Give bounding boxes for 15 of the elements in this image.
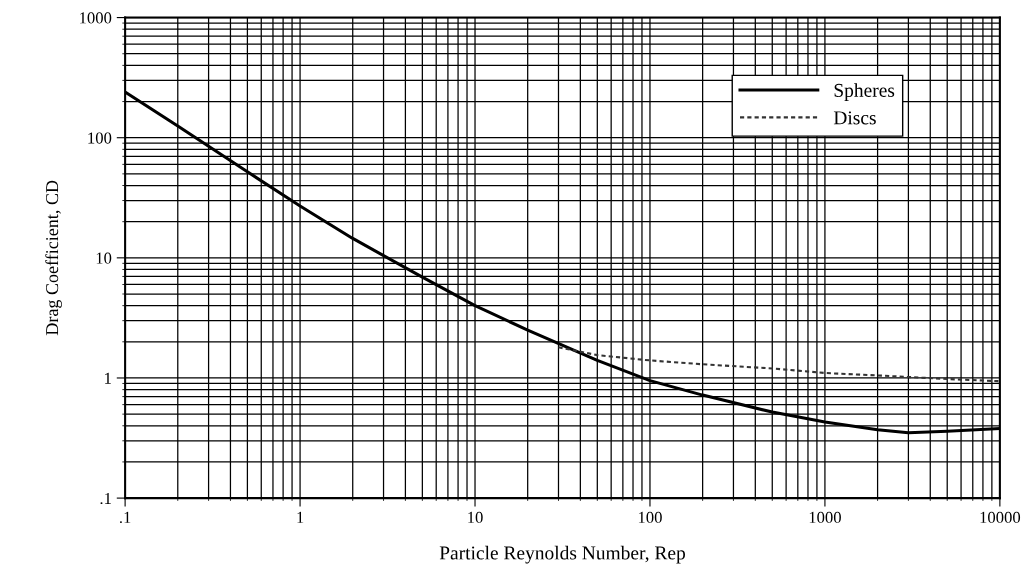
y-axis-title: Drag Coefficient, CD [45, 180, 62, 336]
y-tick-label: 100 [88, 132, 112, 144]
y-tick-label: 1000 [80, 12, 112, 24]
x-tick-label: 1000 [809, 511, 841, 524]
x-tick-label: 10 [468, 511, 483, 524]
x-tick-label: .1 [119, 511, 131, 524]
x-axis-title: Particle Reynolds Number, Rep [439, 545, 686, 564]
y-tick-label: 10 [96, 252, 112, 264]
x-tick-label: 100 [638, 511, 662, 524]
y-tick-label: .1 [100, 492, 111, 505]
x-tick-label: 10000 [980, 511, 1021, 524]
x-tick-label: 1 [297, 511, 304, 523]
y-tick-label: 1 [105, 372, 111, 384]
legend-label: Discs [833, 111, 876, 125]
legend-label: Spheres [834, 83, 895, 101]
